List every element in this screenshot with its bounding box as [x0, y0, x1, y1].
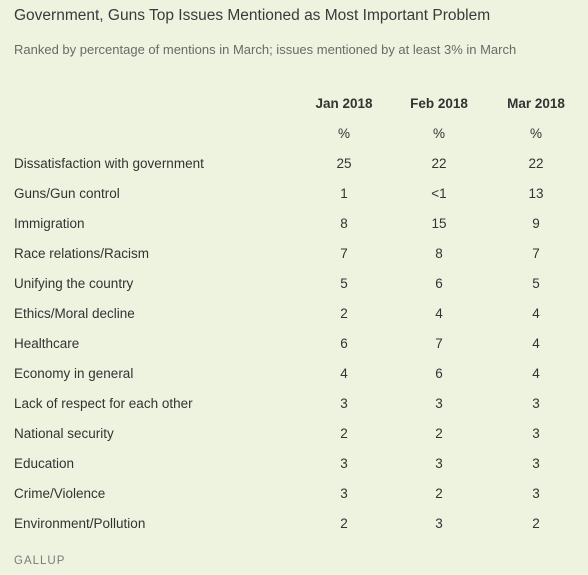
value-cell-feb: <1 [431, 185, 447, 201]
value-cell-feb: 4 [435, 305, 443, 321]
value-cell-mar: 4 [532, 305, 540, 321]
column-header-jan-2018: Jan 2018 [315, 95, 373, 111]
issues-table: Jan 2018 Feb 2018 Mar 2018 % % % Dissati… [0, 88, 588, 538]
row-label: Immigration [14, 215, 85, 231]
value-cell-mar: 3 [532, 395, 540, 411]
table-row: Unifying the country 5 6 5 [0, 268, 588, 298]
header-label-cell [0, 88, 294, 118]
value-cell-jan: 25 [336, 155, 352, 171]
unit-row: % % % [0, 118, 588, 148]
table-row: Dissatisfaction with government 25 22 22 [0, 148, 588, 178]
row-label: Environment/Pollution [14, 515, 146, 531]
source-label: GALLUP [14, 555, 66, 567]
table-row: Environment/Pollution 2 3 2 [0, 508, 588, 538]
value-cell-feb: 3 [435, 515, 443, 531]
row-label: Healthcare [14, 335, 80, 351]
value-cell-feb: 6 [435, 275, 443, 291]
table-row: Economy in general 4 6 4 [0, 358, 588, 388]
table-row: Ethics/Moral decline 2 4 4 [0, 298, 588, 328]
value-cell-mar: 22 [528, 155, 544, 171]
value-cell-mar: 3 [532, 485, 540, 501]
value-cell-feb: 6 [435, 365, 443, 381]
value-cell-mar: 4 [532, 335, 540, 351]
table-row: Crime/Violence 3 2 3 [0, 478, 588, 508]
value-cell-feb: 8 [435, 245, 443, 261]
value-cell-feb: 2 [435, 425, 443, 441]
value-cell-jan: 8 [340, 215, 348, 231]
chart-subtitle: Ranked by percentage of mentions in Marc… [14, 42, 517, 57]
value-cell-jan: 7 [340, 245, 348, 261]
row-label: National security [14, 425, 114, 441]
value-cell-mar: 7 [532, 245, 540, 261]
table-row: Education 3 3 3 [0, 448, 588, 478]
value-cell-mar: 5 [532, 275, 540, 291]
value-cell-mar: 2 [532, 515, 540, 531]
value-cell-jan: 3 [340, 395, 348, 411]
value-cell-jan: 3 [340, 485, 348, 501]
table-row: Race relations/Racism 7 8 7 [0, 238, 588, 268]
value-cell-feb: 7 [435, 335, 443, 351]
value-cell-feb: 22 [431, 155, 447, 171]
value-cell-jan: 2 [340, 425, 348, 441]
value-cell-jan: 6 [340, 335, 348, 351]
table-row: Lack of respect for each other 3 3 3 [0, 388, 588, 418]
value-cell-mar: 3 [532, 425, 540, 441]
value-cell-feb: 2 [435, 485, 443, 501]
row-label: Unifying the country [14, 275, 134, 291]
value-cell-mar: 4 [532, 365, 540, 381]
unit-cell-mar: % [529, 125, 542, 141]
unit-label-cell [0, 118, 294, 148]
table-row: Guns/Gun control 1 <1 13 [0, 178, 588, 208]
table-body: Dissatisfaction with government 25 22 22 Gun… [0, 148, 588, 538]
value-cell-jan: 2 [340, 515, 348, 531]
column-header-mar-2018: Mar 2018 [507, 95, 565, 111]
value-cell-feb: 15 [431, 215, 447, 231]
row-label: Race relations/Racism [14, 245, 150, 261]
row-label: Guns/Gun control [14, 185, 120, 201]
table-row: Healthcare 6 7 4 [0, 328, 588, 358]
value-cell-mar: 13 [528, 185, 544, 201]
row-label: Ethics/Moral decline [14, 305, 135, 321]
header-row: Jan 2018 Feb 2018 Mar 2018 [0, 88, 588, 118]
unit-cell-jan: % [337, 125, 350, 141]
unit-cell-feb: % [432, 125, 445, 141]
value-cell-jan: 1 [340, 185, 348, 201]
row-label: Dissatisfaction with government [14, 155, 204, 171]
table-row: Immigration 8 15 9 [0, 208, 588, 238]
value-cell-jan: 4 [340, 365, 348, 381]
row-label: Education [14, 455, 75, 471]
table-row: National security 2 2 3 [0, 418, 588, 448]
value-cell-mar: 3 [532, 455, 540, 471]
row-label: Economy in general [14, 365, 134, 381]
value-cell-jan: 3 [340, 455, 348, 471]
row-label: Lack of respect for each other [14, 395, 193, 411]
column-header-feb-2018: Feb 2018 [410, 95, 468, 111]
value-cell-jan: 5 [340, 275, 348, 291]
row-label: Crime/Violence [14, 485, 106, 501]
value-cell-jan: 2 [340, 305, 348, 321]
value-cell-mar: 9 [532, 215, 540, 231]
value-cell-feb: 3 [435, 395, 443, 411]
chart-title: Government, Guns Top Issues Mentioned as… [14, 7, 491, 24]
value-cell-feb: 3 [435, 455, 443, 471]
